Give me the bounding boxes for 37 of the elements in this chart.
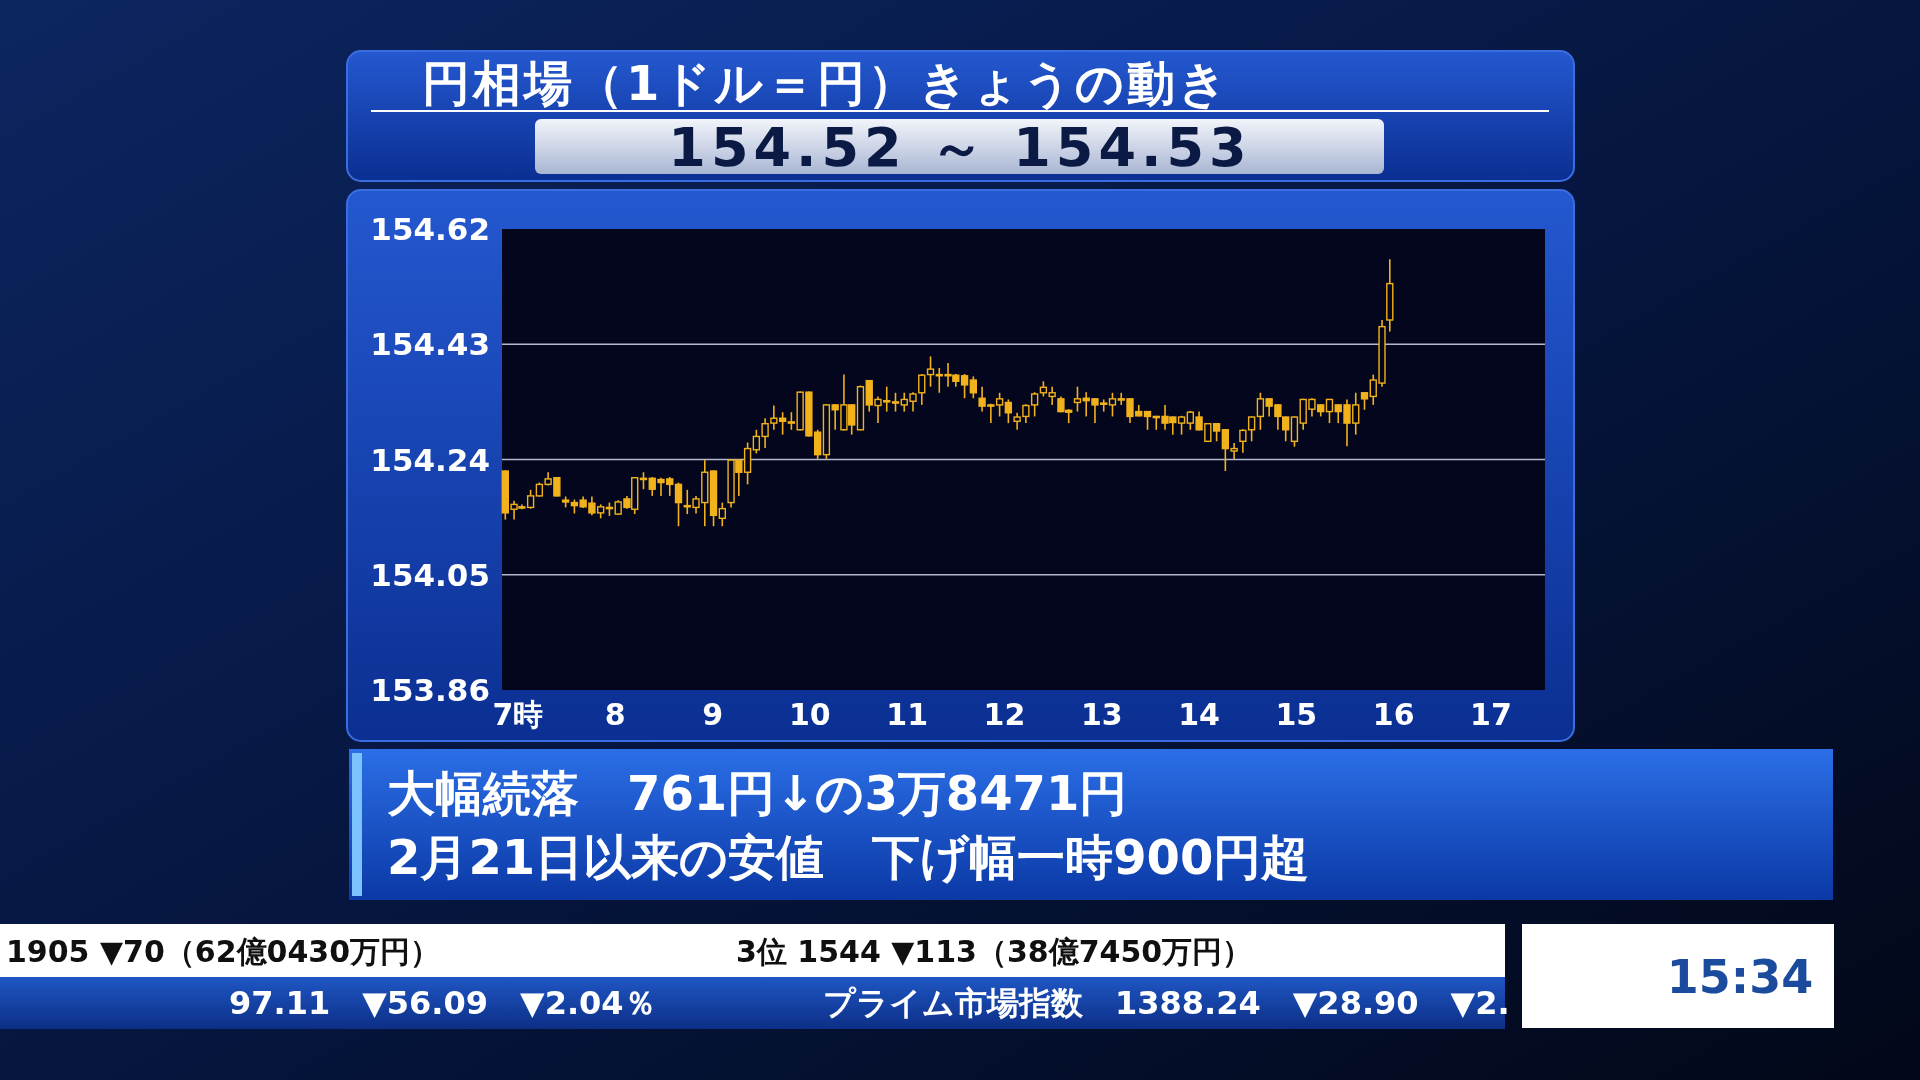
x-tick-label: 12: [983, 696, 1026, 732]
candlestick: [1239, 428, 1247, 454]
x-tick-label: 9: [702, 696, 723, 732]
text: 3位 1544 ▼113（38億7450万円）: [736, 933, 1253, 969]
x-tick-label: 7時: [492, 696, 544, 732]
candlestick: [1073, 385, 1082, 413]
text: プライム市場指数 1388.24 ▼28.90 ▼2.: [823, 984, 1510, 1022]
candlestick: [1247, 415, 1256, 443]
text: 2月21日以来の安値 下げ幅一時900円超: [387, 829, 1310, 885]
x-tick-label: 14: [1178, 696, 1220, 732]
chart-title: 円相場（1ドル＝円）きょうの動き: [422, 55, 1231, 111]
candlestick: [1325, 398, 1334, 424]
y-tick-label: 154.05: [370, 556, 490, 593]
y-tick-label: 153.86: [370, 672, 490, 708]
y-tick-label: 154.62: [370, 211, 490, 247]
candlestick: [718, 501, 726, 528]
candlestick: [969, 375, 978, 400]
x-tick-label: 16: [1372, 696, 1415, 732]
chart-subtitle: 154.52 ～ 154.53: [668, 115, 1252, 179]
x-tick-label: 11: [886, 696, 929, 732]
candlestick: [1004, 398, 1013, 424]
text: 1905 ▼70（62億0430万円）: [6, 933, 441, 969]
text: 97.11 ▼56.09 ▼2.04％: [229, 984, 656, 1022]
y-tick-label: 154.24: [370, 441, 490, 478]
candlestick: [674, 481, 683, 528]
x-tick-label: 10: [788, 696, 831, 732]
text: 15:34: [1666, 950, 1814, 1004]
candlestick: [891, 391, 900, 413]
y-tick-label: 154.43: [370, 326, 490, 363]
x-tick-label: 15: [1275, 696, 1318, 732]
x-tick-label: 8: [604, 696, 626, 732]
candlestick: [926, 355, 935, 388]
candlestick: [918, 373, 926, 406]
text: 大幅続落 761円↓の3万8471円: [387, 765, 1128, 821]
x-tick-label: 13: [1080, 696, 1123, 732]
candlestick: [1108, 391, 1117, 418]
x-tick-label: 17: [1470, 696, 1512, 732]
